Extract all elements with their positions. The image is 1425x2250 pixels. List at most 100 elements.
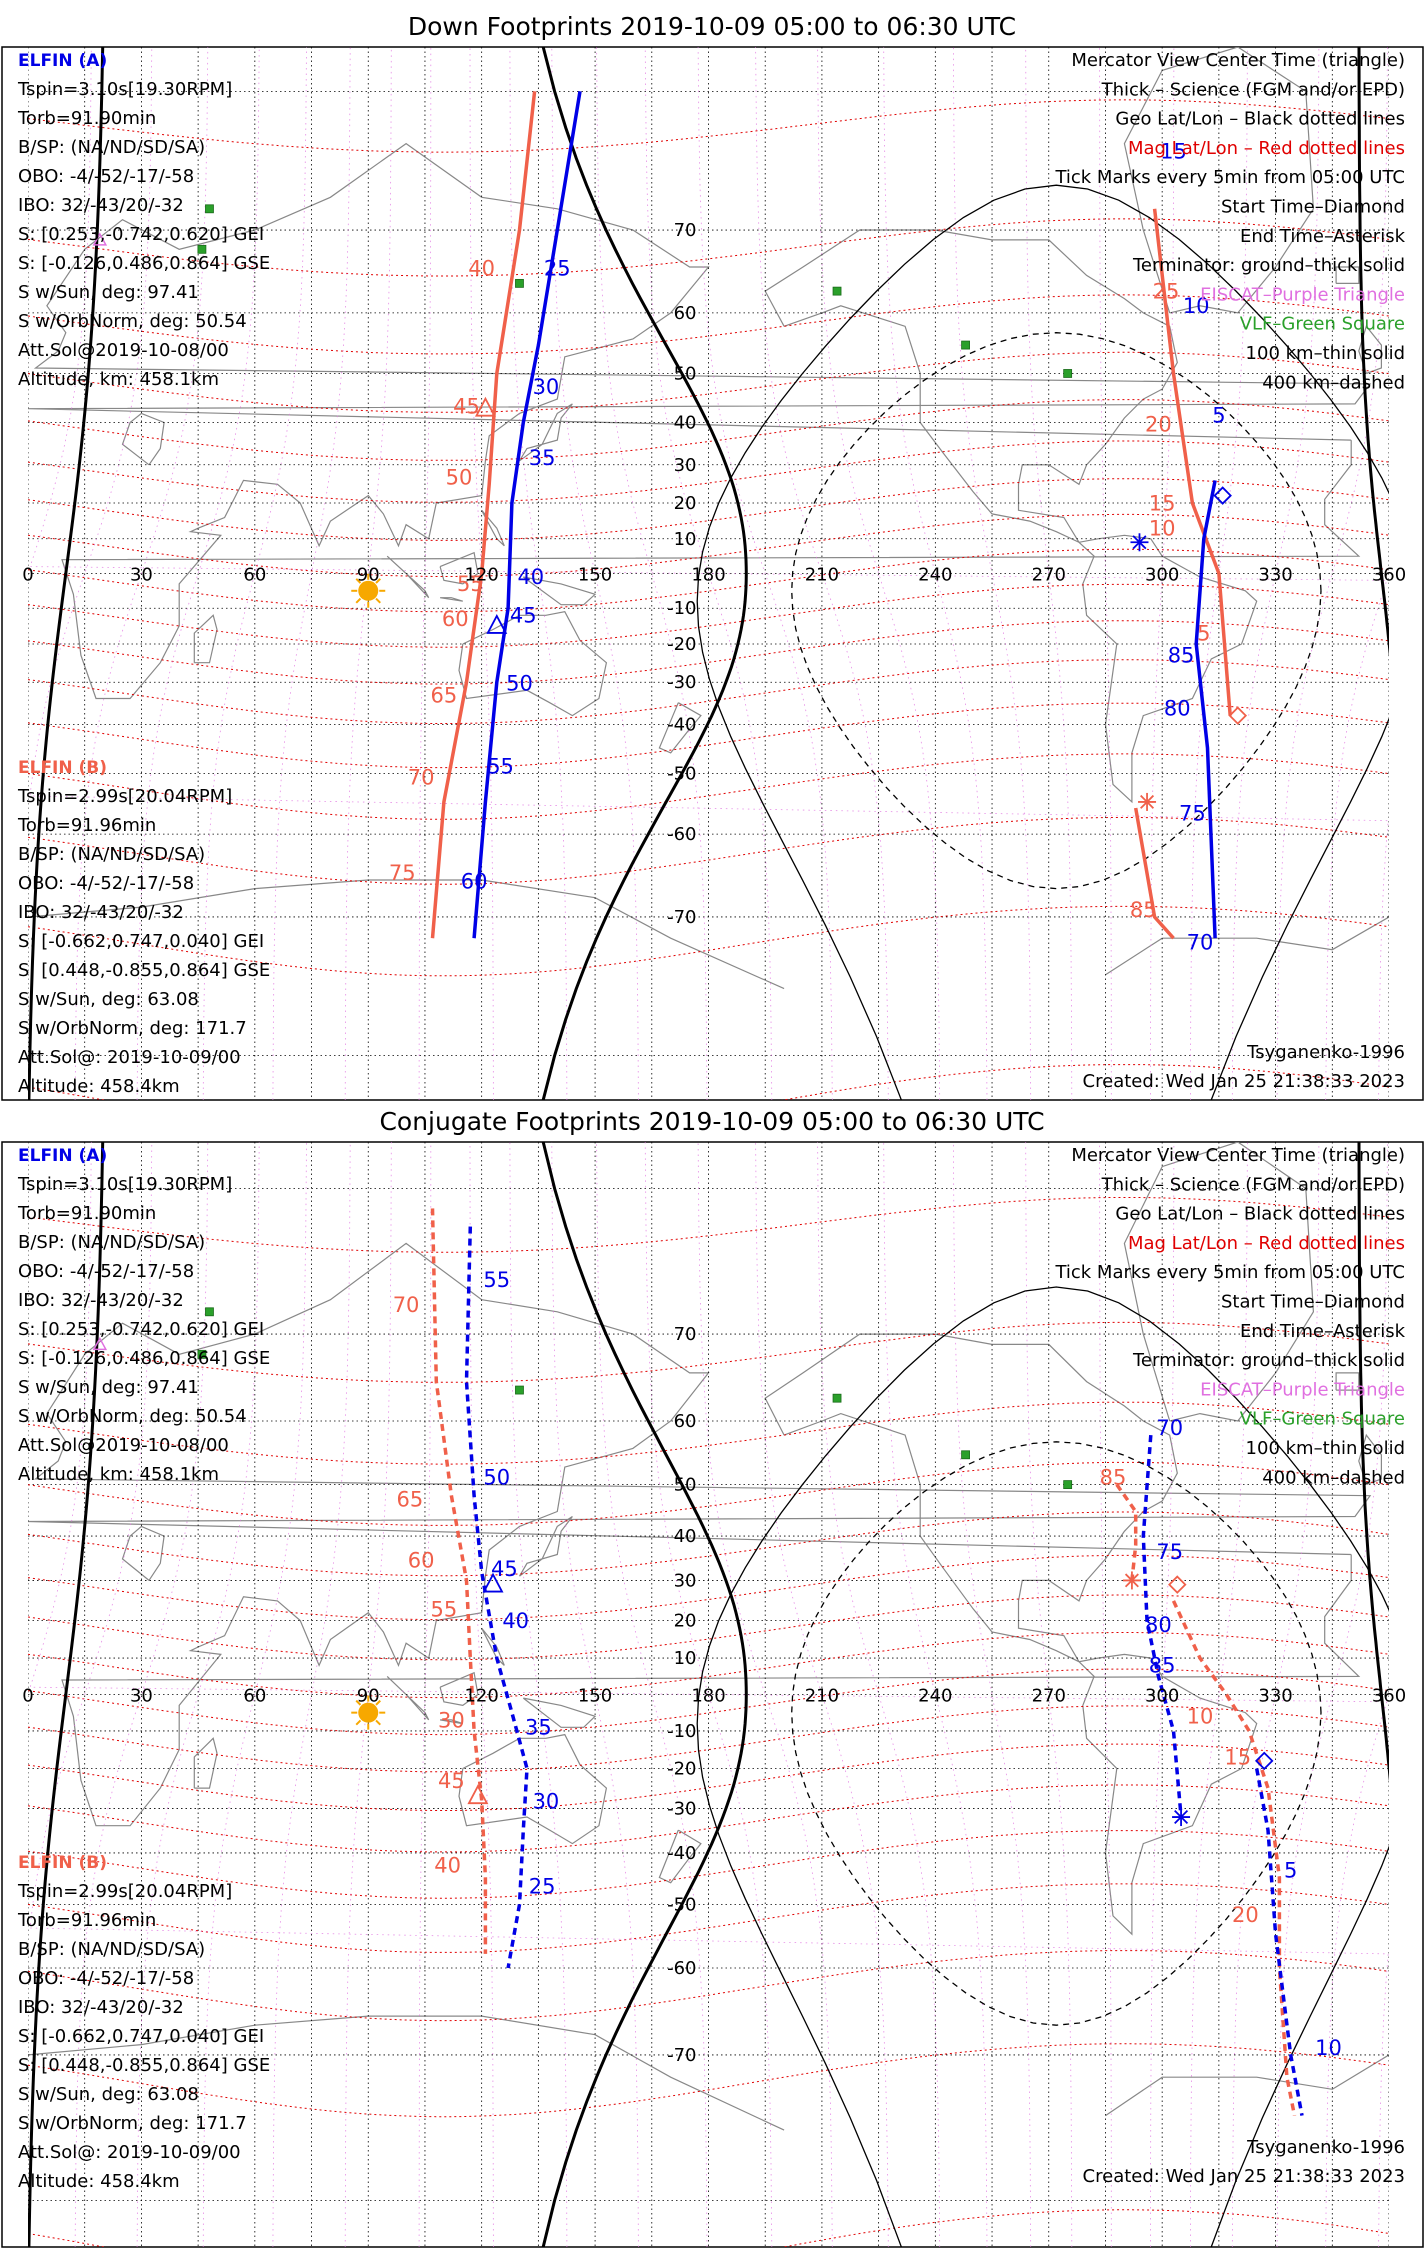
info-line: OBO: -4/-52/-17/-58 bbox=[18, 873, 194, 894]
info-line: S w/Sun, deg: 63.08 bbox=[18, 989, 199, 1010]
tick-time-label: 55 bbox=[483, 1268, 510, 1292]
track-line bbox=[1254, 1768, 1304, 2116]
mag-meridian bbox=[344, 47, 392, 1100]
coastline bbox=[439, 1671, 479, 1707]
continent-outlines bbox=[28, 1142, 1389, 2131]
lat-tick-label: 20 bbox=[674, 1610, 697, 1631]
coastline bbox=[481, 509, 505, 547]
tick-time-label: 45 bbox=[510, 603, 537, 627]
lon-tick-label: 180 bbox=[691, 1686, 725, 1707]
tick-time-label: 50 bbox=[506, 671, 533, 695]
site-overlays bbox=[92, 16, 1073, 608]
lat-tick-label: -40 bbox=[667, 1843, 696, 1864]
legend-line: End Time–Asterisk bbox=[1240, 1321, 1406, 1342]
sun-ray bbox=[375, 1719, 381, 1726]
tick-time-label: 55 bbox=[430, 1598, 457, 1622]
tick-time-label: 10 bbox=[1183, 294, 1210, 318]
elfin-b-track: 10 15 20 30 40 45 55 60 65 70 85 bbox=[393, 1208, 1297, 2116]
coastline bbox=[518, 1515, 573, 1577]
geo-grid bbox=[28, 1142, 1389, 2247]
asterisk-stroke bbox=[1140, 794, 1155, 809]
tick-time-label: 45 bbox=[438, 1769, 465, 1793]
info-line: Altitude: 458.4km bbox=[18, 1076, 180, 1097]
coastline bbox=[440, 1719, 463, 1725]
mag-parallel bbox=[28, 1950, 1389, 2022]
mag-parallel bbox=[28, 659, 1389, 724]
tick-time-label: 85 bbox=[1100, 1466, 1127, 1490]
info-line: S w/Sun, deg: 97.41 bbox=[18, 282, 199, 303]
lon-tick-label: 150 bbox=[578, 565, 612, 586]
terminator bbox=[28, 47, 1389, 1100]
tick-time-label: 40 bbox=[502, 1609, 529, 1633]
coastline bbox=[658, 1829, 702, 1884]
vlf-site-square bbox=[515, 1385, 524, 1395]
lat-tick-label: 10 bbox=[674, 529, 697, 550]
down-footprints-title: Down Footprints 2019-10-09 05:00 to 06:3… bbox=[408, 12, 1016, 41]
lat-tick-label: -60 bbox=[667, 1958, 696, 1979]
vlf-site-square bbox=[832, 286, 842, 296]
tick-time-label: 30 bbox=[438, 1708, 465, 1732]
coastline bbox=[1123, 1142, 1315, 1422]
lat-tick-label: 60 bbox=[674, 1411, 697, 1432]
mag-meridian bbox=[1231, 47, 1320, 1100]
ground-terminator-east bbox=[541, 1142, 748, 2247]
vlf-site-square bbox=[353, 16, 361, 24]
mag-meridian bbox=[1099, 1142, 1112, 2247]
vlf-site-square bbox=[961, 340, 970, 350]
vlf-site-square bbox=[353, 1110, 361, 1118]
info-line: Tspin=3.10s[19.30RPM] bbox=[17, 1174, 232, 1195]
terminator-400km bbox=[791, 332, 1322, 890]
lon-tick-label: 150 bbox=[578, 1686, 612, 1707]
mag-meridian bbox=[29, 1142, 1389, 2247]
ground-terminator-far bbox=[1357, 1142, 1389, 1783]
coastline bbox=[1358, 1433, 1382, 1486]
legend-line: Mag Lat/Lon – Red dotted lines bbox=[1128, 1233, 1405, 1254]
mag-parallel bbox=[28, 1511, 1389, 1577]
lon-tick-label: 300 bbox=[1145, 565, 1179, 586]
info-line: B/SP: (NA/ND/SD/SA) bbox=[18, 1232, 205, 1253]
info-line: S: [0.253,-0.742,0.620] GEI bbox=[18, 224, 264, 245]
tick-time-label: 75 bbox=[1156, 1540, 1183, 1564]
mag-meridian bbox=[1025, 47, 1073, 1100]
tick-time-label: 65 bbox=[430, 684, 457, 708]
legend-line: EISCAT–Purple Triangle bbox=[1200, 1379, 1405, 1400]
lat-tick-label: 10 bbox=[674, 1648, 697, 1669]
tick-time-label: 50 bbox=[483, 1466, 510, 1490]
sun-ray bbox=[355, 578, 362, 584]
info-line: IBO: 32/-43/20/-32 bbox=[18, 1997, 184, 2018]
coastline bbox=[1105, 2054, 1389, 2117]
vlf-site-square bbox=[961, 1450, 970, 1460]
elfin-a-info-block: ELFIN (A) Tspin=3.10s[19.30RPM] Torb=91.90… bbox=[17, 51, 270, 390]
mag-meridian bbox=[953, 47, 1032, 1100]
legend: Mercator View Center Time (triangle) Thic… bbox=[1054, 1145, 1405, 1488]
lat-tick-label: -20 bbox=[667, 634, 696, 655]
conjugate-footprints-title: Conjugate Footprints 2019-10-09 05:00 to… bbox=[379, 1107, 1044, 1136]
tick-time-label: 60 bbox=[442, 607, 469, 631]
tick-time-label: 40 bbox=[517, 565, 544, 589]
coastline bbox=[1358, 325, 1382, 375]
mag-grid bbox=[28, 1142, 1389, 2247]
mag-parallel bbox=[28, 1461, 1389, 1526]
end-asterisk-marker bbox=[1130, 533, 1149, 552]
vlf-site-square bbox=[832, 1393, 842, 1403]
legend-line: Tick Marks every 5min from 05:00 UTC bbox=[1054, 167, 1405, 188]
legend-line: VLF–Green Square bbox=[1240, 314, 1405, 335]
legend-line: Geo Lat/Lon – Black dotted lines bbox=[1115, 109, 1405, 130]
coastline bbox=[764, 1333, 1178, 1663]
lat-tick-label: 60 bbox=[674, 303, 697, 324]
lon-tick-label: 330 bbox=[1258, 1686, 1292, 1707]
tick-time-label: 60 bbox=[408, 1549, 435, 1573]
eiscat-triangle bbox=[92, 232, 108, 246]
mag-meridian bbox=[551, 47, 639, 1100]
info-line: Att.Sol@: 2019-10-09/00 bbox=[18, 1047, 241, 1068]
coastline bbox=[783, 1412, 1258, 1936]
ground-terminator-west bbox=[28, 47, 105, 1100]
mag-parallel bbox=[28, 817, 1389, 885]
continent-outlines bbox=[28, 47, 1389, 990]
info-line: S: [-0.662,0.747,0.040] GEI bbox=[18, 2026, 264, 2047]
track-line bbox=[1141, 1434, 1183, 1818]
mag-meridian bbox=[1231, 1142, 1320, 2247]
lat-tick-label: -50 bbox=[667, 764, 696, 785]
